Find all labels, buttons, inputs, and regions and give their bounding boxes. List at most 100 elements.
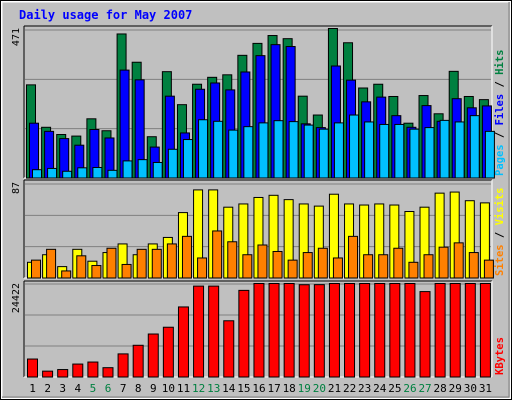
day-label-12: 12 bbox=[192, 382, 205, 395]
bar-kbytes-day-7 bbox=[117, 353, 129, 378]
bar-kbytes-day-26 bbox=[404, 283, 416, 378]
y-axis-max-label: 24422 bbox=[11, 283, 22, 313]
bar-kbytes-day-17 bbox=[268, 283, 280, 378]
bar-sites-day-18 bbox=[287, 259, 298, 279]
bar-kbytes-day-16 bbox=[253, 283, 265, 378]
bar-pages-day-11 bbox=[182, 139, 193, 179]
bar-pages-day-19 bbox=[303, 124, 314, 179]
day-axis: 1 2 3 4 5 6 7 8 9 10 11 12 13 14 15 16 17 18 19 20 21 22 23 24 2… bbox=[29, 382, 492, 395]
day-label-19: 19 bbox=[298, 382, 311, 395]
day-label-13: 13 bbox=[207, 382, 220, 395]
day-label-18: 18 bbox=[283, 382, 296, 395]
bar-kbytes-day-21 bbox=[328, 283, 340, 378]
day-label-14: 14 bbox=[222, 382, 236, 395]
day-label-25: 25 bbox=[388, 382, 401, 395]
bar-pages-day-4 bbox=[77, 167, 88, 179]
bar-sites-day-2 bbox=[46, 248, 57, 279]
bar-sites-day-7 bbox=[121, 263, 132, 279]
bar-pages-day-1 bbox=[32, 169, 42, 179]
chart-panels: 471 Pages / Files / Hits 87 Sites / Visits 2… bbox=[11, 25, 506, 378]
bar-sites-day-9 bbox=[151, 248, 162, 279]
bar-sites-day-31 bbox=[483, 259, 494, 279]
bar-sites-day-21 bbox=[332, 257, 343, 279]
bar-pages-day-15 bbox=[243, 126, 254, 179]
day-label-17: 17 bbox=[267, 382, 280, 395]
bar-kbytes-day-10 bbox=[162, 326, 174, 378]
bar-pages-day-9 bbox=[152, 161, 163, 179]
bar-kbytes-day-6 bbox=[102, 367, 114, 378]
bar-kbytes-day-23 bbox=[359, 283, 371, 378]
bar-sites-day-3 bbox=[61, 270, 72, 279]
y-axis-max-label: 471 bbox=[11, 28, 22, 46]
day-label-23: 23 bbox=[358, 382, 371, 395]
bar-pages-day-5 bbox=[92, 167, 103, 179]
bar-pages-day-14 bbox=[228, 129, 239, 179]
legend-separator: / bbox=[494, 125, 506, 144]
bar-pages-day-25 bbox=[394, 123, 405, 179]
bar-pages-day-23 bbox=[364, 121, 375, 179]
bar-sites-day-25 bbox=[393, 247, 404, 279]
bar-kbytes-day-20 bbox=[313, 284, 325, 378]
bar-pages-day-18 bbox=[288, 121, 299, 179]
bar-sites-day-10 bbox=[166, 243, 177, 279]
bar-kbytes-day-30 bbox=[464, 283, 476, 378]
day-label-10: 10 bbox=[162, 382, 175, 395]
bar-kbytes-day-31 bbox=[479, 283, 491, 378]
bar-pages-day-3 bbox=[62, 170, 73, 179]
day-label-2: 2 bbox=[44, 382, 51, 395]
bar-sites-day-12 bbox=[197, 257, 208, 279]
bar-pages-day-8 bbox=[137, 159, 148, 179]
bar-pages-day-6 bbox=[107, 169, 118, 179]
bar-sites-day-26 bbox=[408, 261, 419, 279]
bar-kbytes-day-28 bbox=[434, 283, 446, 378]
bar-sites-day-14 bbox=[227, 241, 238, 279]
bar-sites-day-22 bbox=[348, 235, 359, 279]
bar-sites-day-15 bbox=[242, 254, 253, 279]
legend-item-visits: Visits bbox=[494, 187, 506, 225]
bar-pages-day-24 bbox=[379, 123, 390, 179]
day-label-27: 27 bbox=[418, 382, 431, 395]
bar-kbytes-day-2 bbox=[42, 370, 54, 378]
bar-pages-day-20 bbox=[318, 128, 329, 179]
legend-kbytes: KBytes bbox=[494, 337, 506, 375]
legend-separator: / bbox=[494, 75, 506, 94]
bar-kbytes-day-25 bbox=[389, 283, 401, 378]
day-label-8: 8 bbox=[135, 382, 142, 395]
day-label-5: 5 bbox=[90, 382, 97, 395]
bar-pages-day-29 bbox=[454, 121, 465, 179]
bar-sites-day-19 bbox=[302, 252, 313, 279]
day-label-26: 26 bbox=[403, 382, 416, 395]
bar-sites-day-30 bbox=[468, 252, 479, 279]
bar-sites-day-4 bbox=[76, 255, 87, 279]
bar-pages-day-12 bbox=[198, 119, 209, 179]
bar-pages-day-16 bbox=[258, 122, 269, 179]
bar-pages-day-10 bbox=[167, 148, 178, 179]
day-label-30: 30 bbox=[464, 382, 477, 395]
bar-pages-day-2 bbox=[47, 167, 58, 179]
day-label-21: 21 bbox=[328, 382, 341, 395]
day-label-20: 20 bbox=[313, 382, 326, 395]
legend-item-pages: Pages bbox=[494, 144, 506, 176]
bar-sites-day-11 bbox=[181, 235, 192, 279]
day-label-11: 11 bbox=[177, 382, 190, 395]
bar-pages-day-30 bbox=[469, 115, 480, 179]
day-label-28: 28 bbox=[434, 382, 447, 395]
day-label-24: 24 bbox=[373, 382, 387, 395]
bar-pages-day-7 bbox=[122, 160, 133, 179]
bar-sites-day-24 bbox=[378, 254, 389, 279]
bar-kbytes-day-12 bbox=[193, 285, 205, 378]
legend-sites-visits: Sites / Visits bbox=[494, 187, 506, 276]
bar-sites-day-13 bbox=[212, 230, 223, 279]
day-label-1: 1 bbox=[29, 382, 36, 395]
bar-sites-day-29 bbox=[453, 242, 464, 279]
bar-pages-day-13 bbox=[213, 120, 224, 179]
bar-sites-day-23 bbox=[363, 254, 374, 279]
day-label-29: 29 bbox=[449, 382, 462, 395]
legend-item-kbytes: KBytes bbox=[494, 337, 506, 375]
chart-title: Daily usage for May 2007 bbox=[19, 8, 192, 22]
bar-sites-day-16 bbox=[257, 244, 268, 279]
panel-hits-files-pages: 471 Pages / Files / Hits bbox=[11, 25, 506, 179]
bar-sites-day-1 bbox=[31, 259, 41, 279]
bar-kbytes-day-15 bbox=[238, 289, 250, 378]
day-label-3: 3 bbox=[59, 382, 66, 395]
